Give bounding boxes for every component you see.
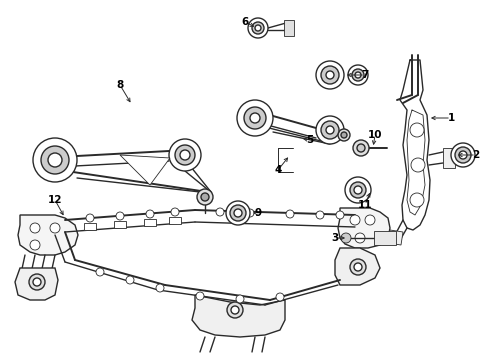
Circle shape	[325, 126, 333, 134]
Polygon shape	[84, 223, 96, 230]
Circle shape	[353, 186, 361, 194]
Circle shape	[30, 223, 40, 233]
Text: 7: 7	[361, 70, 368, 80]
Circle shape	[236, 295, 244, 303]
Circle shape	[175, 145, 195, 165]
Circle shape	[247, 18, 267, 38]
Circle shape	[229, 205, 245, 221]
Circle shape	[126, 276, 134, 284]
Circle shape	[156, 284, 163, 292]
Circle shape	[226, 302, 243, 318]
Circle shape	[48, 153, 62, 167]
Circle shape	[50, 223, 60, 233]
Text: 10: 10	[367, 130, 382, 140]
Circle shape	[454, 147, 470, 163]
Circle shape	[201, 193, 208, 201]
Polygon shape	[387, 230, 402, 245]
Circle shape	[275, 293, 284, 301]
Circle shape	[285, 210, 293, 218]
Polygon shape	[192, 295, 285, 337]
Text: 3: 3	[331, 233, 338, 243]
Circle shape	[169, 139, 201, 171]
Polygon shape	[337, 208, 389, 248]
Circle shape	[315, 116, 343, 144]
Circle shape	[351, 69, 363, 81]
Circle shape	[409, 193, 423, 207]
Circle shape	[354, 72, 360, 78]
Circle shape	[320, 121, 338, 139]
Circle shape	[315, 211, 324, 219]
Circle shape	[230, 306, 239, 314]
Circle shape	[30, 240, 40, 250]
Circle shape	[337, 129, 349, 141]
Circle shape	[340, 132, 346, 138]
Circle shape	[254, 25, 261, 31]
Circle shape	[409, 123, 423, 137]
Circle shape	[245, 209, 253, 217]
Circle shape	[347, 65, 367, 85]
Circle shape	[352, 140, 368, 156]
Polygon shape	[442, 148, 454, 168]
Circle shape	[315, 61, 343, 89]
Text: 4: 4	[274, 165, 281, 175]
Circle shape	[29, 274, 45, 290]
Circle shape	[320, 66, 338, 84]
Text: 8: 8	[116, 80, 123, 90]
Circle shape	[225, 201, 249, 225]
Circle shape	[244, 107, 265, 129]
Circle shape	[33, 138, 77, 182]
Circle shape	[146, 210, 154, 218]
Circle shape	[354, 233, 364, 243]
Polygon shape	[120, 155, 170, 185]
Circle shape	[237, 100, 272, 136]
Circle shape	[340, 233, 350, 243]
Circle shape	[353, 263, 361, 271]
Polygon shape	[15, 268, 58, 300]
Circle shape	[86, 214, 94, 222]
Circle shape	[349, 215, 359, 225]
Text: 6: 6	[241, 17, 248, 27]
Circle shape	[410, 158, 424, 172]
Circle shape	[335, 211, 343, 219]
Polygon shape	[284, 20, 293, 36]
Circle shape	[234, 209, 242, 217]
Text: 1: 1	[447, 113, 454, 123]
Text: 2: 2	[471, 150, 479, 160]
Circle shape	[325, 71, 333, 79]
Circle shape	[180, 150, 190, 160]
Circle shape	[349, 182, 365, 198]
Circle shape	[364, 215, 374, 225]
Circle shape	[33, 278, 41, 286]
Polygon shape	[143, 219, 156, 226]
Circle shape	[450, 143, 474, 167]
Circle shape	[249, 113, 260, 123]
Circle shape	[345, 177, 370, 203]
Polygon shape	[114, 221, 126, 228]
Circle shape	[41, 146, 69, 174]
Polygon shape	[169, 217, 181, 224]
Text: 5: 5	[306, 135, 313, 145]
Circle shape	[171, 208, 179, 216]
Circle shape	[216, 208, 224, 216]
Text: 12: 12	[48, 195, 62, 205]
Text: 9: 9	[254, 208, 261, 218]
Polygon shape	[373, 231, 395, 245]
Text: 11: 11	[357, 200, 371, 210]
Circle shape	[251, 22, 264, 34]
Circle shape	[196, 292, 203, 300]
Circle shape	[349, 259, 365, 275]
Circle shape	[96, 268, 104, 276]
Polygon shape	[334, 248, 379, 285]
Circle shape	[458, 151, 466, 159]
Polygon shape	[18, 215, 78, 255]
Circle shape	[197, 189, 213, 205]
Circle shape	[116, 212, 124, 220]
Circle shape	[356, 144, 364, 152]
